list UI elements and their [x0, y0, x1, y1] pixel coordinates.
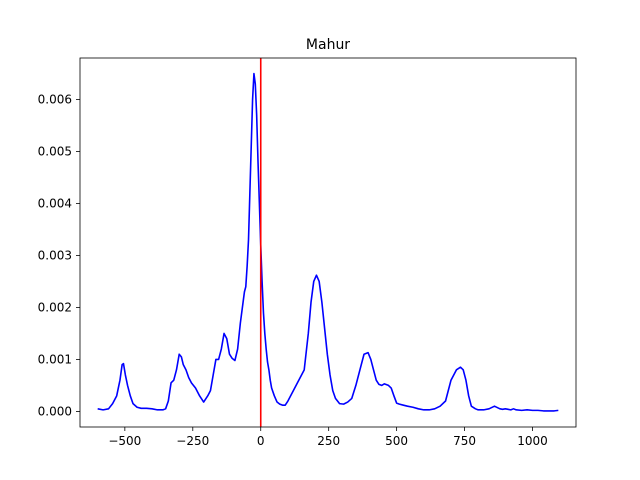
- x-tick-label: 500: [385, 434, 408, 448]
- y-tick-label: 0.000: [38, 404, 72, 418]
- y-tick-label: 0.003: [38, 248, 72, 262]
- y-tick-label: 0.004: [38, 197, 72, 211]
- series-line-0: [97, 72, 559, 412]
- x-tick-label: 750: [453, 434, 476, 448]
- chart-title: Mahur: [306, 37, 350, 53]
- x-tick-label: −250: [176, 434, 209, 448]
- y-tick-label: 0.006: [38, 93, 72, 107]
- y-tick-label: 0.002: [38, 300, 72, 314]
- y-tick-label: 0.001: [38, 352, 72, 366]
- x-axis: −500 −250 0 250 500 750 1000: [108, 427, 548, 448]
- x-tick-label: 1000: [517, 434, 548, 448]
- y-tick-label: 0.005: [38, 145, 72, 159]
- x-tick-label: −500: [108, 434, 141, 448]
- y-axis: 0.000 0.001 0.002 0.003 0.004 0.005 0.006: [38, 93, 80, 418]
- plot-frame: [79, 57, 577, 428]
- x-tick-label: 0: [257, 434, 265, 448]
- x-tick-label: 250: [317, 434, 340, 448]
- plot-area: [97, 58, 559, 427]
